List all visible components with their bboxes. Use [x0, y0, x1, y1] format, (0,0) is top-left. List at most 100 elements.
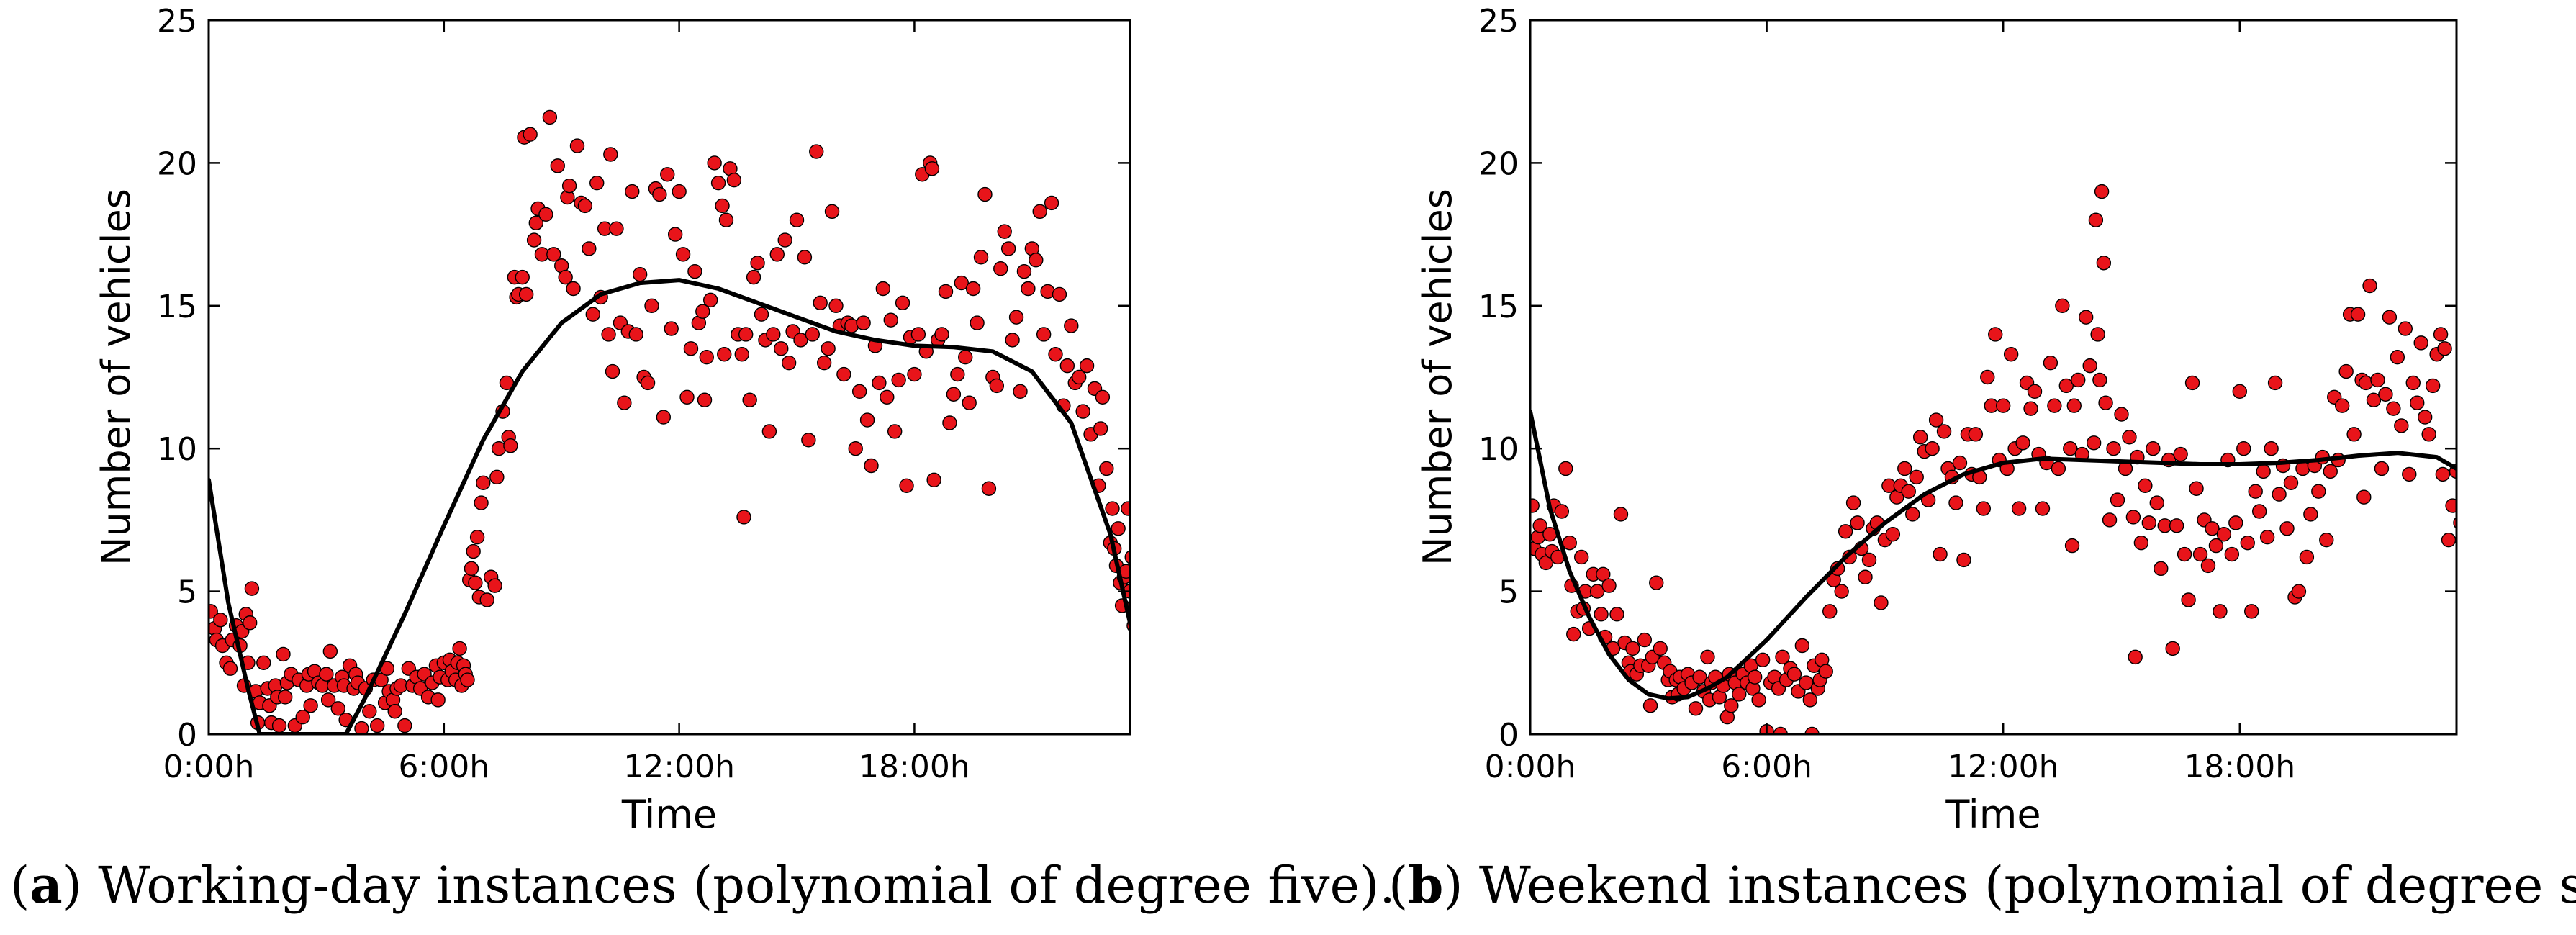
- data-point: [1052, 286, 1067, 302]
- data-point: [1016, 263, 1032, 279]
- data-point: [683, 341, 699, 356]
- x-tick-label: 6:00h: [398, 749, 489, 785]
- data-point: [2410, 395, 2425, 410]
- data-point: [679, 389, 695, 405]
- x-tick-label: 18:00h: [2184, 749, 2295, 785]
- chart-a: 0 5 10 15 20 25 0:00h 6:00h 12:00h 18:00h Time Numb…: [94, 3, 1160, 837]
- caption-b-letter: b: [1408, 855, 1444, 915]
- data-point: [1036, 327, 1052, 342]
- data-point: [942, 415, 957, 430]
- data-point: [538, 207, 553, 222]
- data-point: [2386, 401, 2401, 416]
- data-point: [710, 175, 726, 191]
- data-point: [836, 366, 851, 382]
- data-point: [750, 256, 765, 271]
- data-point: [2457, 536, 2471, 550]
- data-point: [2394, 418, 2409, 433]
- data-point: [2154, 561, 2169, 577]
- data-point: [1147, 607, 1160, 621]
- data-point: [256, 655, 271, 670]
- data-point: [910, 327, 926, 342]
- data-point: [1013, 384, 1028, 399]
- data-point: [2149, 495, 2164, 510]
- data-point: [2236, 441, 2251, 456]
- data-point: [2216, 527, 2232, 542]
- data-point: [2283, 475, 2299, 491]
- data-point: [1075, 404, 1090, 419]
- data-point: [1845, 495, 1861, 510]
- data-point: [320, 692, 336, 708]
- x-tick-label: 18:00h: [859, 749, 970, 785]
- data-point: [2232, 384, 2247, 399]
- data-point: [2138, 478, 2153, 493]
- data-point: [2338, 363, 2354, 379]
- data-point: [1799, 675, 1814, 690]
- data-point: [2098, 395, 2113, 410]
- data-point: [1029, 253, 1044, 268]
- chart-panel-a: 0 5 10 15 20 25 0:00h 6:00h 12:00h 18:00h Time Numb…: [10, 3, 1396, 915]
- data-point: [1653, 641, 1668, 656]
- data-point: [2405, 375, 2421, 391]
- data-point: [2086, 435, 2102, 451]
- y-tick-label: 0: [1499, 717, 1519, 754]
- data-point: [1751, 692, 1766, 708]
- data-point: [813, 295, 828, 311]
- data-point: [271, 718, 287, 733]
- fit-curve: [1530, 409, 2457, 701]
- data-point: [2055, 298, 2070, 313]
- data-point: [1802, 692, 1818, 708]
- data-point: [734, 347, 749, 362]
- data-point: [589, 175, 605, 191]
- chart-b: 0 5 10 15 20 25 0:00h 6:00h 12:00h 18:00h Time Numb…: [1415, 3, 2491, 837]
- data-point: [1732, 687, 1747, 702]
- y-tick-label: 25: [1478, 3, 1519, 40]
- data-point: [2224, 546, 2240, 562]
- data-point: [2096, 256, 2112, 271]
- data-point: [2071, 372, 2086, 388]
- data-point: [2299, 549, 2315, 565]
- data-point: [809, 144, 824, 159]
- y-tick-label: 25: [157, 3, 197, 40]
- data-point: [793, 333, 808, 348]
- data-point: [1558, 461, 1573, 476]
- data-point: [2421, 427, 2436, 442]
- data-point: [2200, 558, 2216, 574]
- data-point: [1897, 461, 1912, 476]
- data-point: [2256, 464, 2271, 479]
- data-point: [672, 184, 687, 199]
- data-point: [697, 392, 713, 407]
- data-point: [2477, 436, 2491, 450]
- data-point: [2441, 532, 2457, 548]
- data-point: [1909, 469, 1924, 485]
- data-point: [2473, 499, 2487, 512]
- data-point: [2066, 398, 2082, 413]
- data-point: [2390, 350, 2405, 365]
- data-point: [322, 643, 338, 659]
- data-point: [1980, 369, 1995, 385]
- data-point: [958, 350, 973, 365]
- data-point: [617, 395, 632, 410]
- data-point: [2192, 546, 2208, 562]
- data-point: [2082, 358, 2097, 374]
- data-point: [801, 433, 816, 448]
- data-point: [1747, 669, 1763, 685]
- data-point: [2469, 550, 2483, 564]
- data-point: [2346, 427, 2362, 442]
- data-point: [2350, 307, 2366, 322]
- data-point: [2141, 515, 2157, 530]
- data-point: [1948, 495, 1963, 510]
- data-point: [715, 198, 730, 214]
- data-point: [2051, 461, 2066, 476]
- data-point: [1724, 698, 1739, 713]
- data-point: [2311, 484, 2326, 499]
- data-point: [1834, 584, 1849, 599]
- data-point: [2110, 492, 2125, 507]
- y-tick-label: 10: [1478, 431, 1519, 468]
- data-point: [816, 355, 832, 371]
- plot-frame: [1529, 19, 2458, 736]
- data-point: [582, 241, 597, 256]
- chart-panel-b: 0 5 10 15 20 25 0:00h 6:00h 12:00h 18:00h Time Numb…: [1288, 0, 2576, 935]
- x-tick-label: 12:00h: [1948, 749, 2059, 785]
- data-point: [303, 698, 318, 713]
- data-point: [476, 475, 491, 491]
